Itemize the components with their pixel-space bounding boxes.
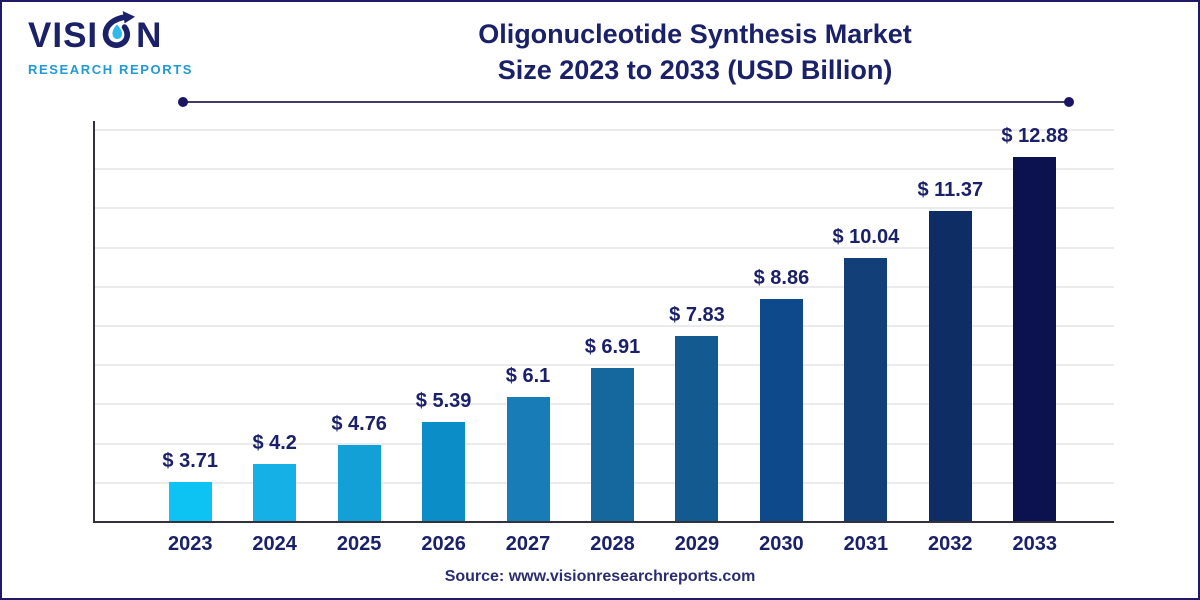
bar-slot-2026: $ 5.39: [401, 121, 485, 521]
x-axis-label-2033: 2033: [1012, 533, 1058, 555]
gridline: [95, 246, 1114, 249]
bar-2023: [168, 481, 212, 521]
gridline: [95, 364, 1114, 367]
bar-slot-2024: $ 4.2: [232, 121, 316, 521]
x-axis-label-2023: 2023: [167, 533, 213, 555]
bar-slot-2033: $ 12.88: [993, 121, 1077, 521]
logo-text-prefix: VISI: [28, 15, 99, 55]
x-axis-label-2032: 2032: [928, 533, 973, 555]
logo-wordmark: VISI N: [28, 10, 198, 58]
bar-slot-2031: $ 10.04: [824, 121, 908, 521]
logo-subtitle: RESEARCH REPORTS: [28, 62, 194, 77]
bar-2033: [1013, 157, 1057, 521]
bar-2026: [422, 422, 466, 521]
bar-slot-2028: $ 6.91: [570, 121, 654, 521]
x-axis-labels: 2023 2024 2025 2026 2027 2028 2029 2030 2031 2032…: [148, 533, 1077, 556]
plot-area: $ 3.71 $ 4.2 $ 4.76 $ 5.39 $ 6.1 $ 6.91 $ 7.83…: [93, 121, 1114, 523]
logo-text-suffix: N: [136, 15, 163, 55]
x-axis-label-2028: 2028: [590, 533, 635, 555]
bar-slot-2029: $ 7.83: [655, 121, 739, 521]
source-text: Source: www.visionresearchreports.com: [444, 568, 756, 585]
gridline: [95, 325, 1114, 327]
gridline: [95, 285, 1114, 288]
chart-title-line1: Oligonucleotide Synthesis Market: [478, 19, 912, 49]
bar-2032: [928, 210, 972, 521]
bar-2031: [844, 257, 888, 521]
x-axis-label-2029: 2029: [674, 533, 720, 555]
underline-dot-right: [1064, 97, 1074, 107]
x-axis-line: [93, 521, 1114, 523]
bar-slot-2030: $ 8.86: [739, 121, 823, 521]
bar-value-label-2031: $ 10.04: [832, 225, 900, 248]
bar-value-label-2029: $ 7.83: [669, 303, 725, 326]
x-axis-label-2024: 2024: [252, 533, 297, 555]
bar-2029: [675, 335, 719, 521]
bar-value-label-2024: $ 4.2: [252, 432, 297, 455]
y-axis-line: [93, 121, 95, 523]
bar-value-label-2030: $ 8.86: [753, 267, 810, 290]
bar-2025: [337, 444, 381, 521]
bar-2028: [590, 368, 634, 521]
bars-row: $ 3.71 $ 4.2 $ 4.76 $ 5.39 $ 6.1 $ 6.91 $ 7.83…: [148, 121, 1077, 521]
vision-research-reports-logo: VISI N RESEARCH REPORTS: [28, 10, 198, 77]
gridline: [95, 129, 1114, 131]
x-axis-label-2026: 2026: [421, 533, 466, 555]
chart-title-line2: Size 2023 to 2033 (USD Billion): [497, 55, 893, 85]
x-axis-label-2027: 2027: [505, 533, 551, 555]
chart-title: Oligonucleotide Synthesis Market Size 20…: [232, 16, 1158, 88]
bar-value-label-2023: $ 3.71: [162, 449, 219, 472]
title-underline: [178, 97, 1074, 107]
bar-2030: [759, 299, 803, 521]
x-axis-label-2030: 2030: [759, 533, 804, 555]
bar-value-label-2032: $ 11.37: [917, 178, 984, 201]
bar-value-label-2025: $ 4.76: [331, 412, 387, 435]
bar-slot-2032: $ 11.37: [908, 121, 992, 521]
bar-2024: [253, 464, 297, 521]
bar-slot-2025: $ 4.76: [317, 121, 401, 521]
bar-2027: [506, 397, 550, 521]
bar-value-label-2033: $ 12.88: [1001, 125, 1069, 148]
x-axis-label-2025: 2025: [336, 533, 382, 555]
bar-value-label-2026: $ 5.39: [415, 390, 472, 413]
gridline: [95, 207, 1114, 210]
bar-value-label-2028: $ 6.91: [584, 336, 641, 359]
logo-drop-icon: [99, 10, 136, 56]
bar-value-label-2027: $ 6.1: [505, 365, 551, 388]
x-axis-label-2031: 2031: [843, 533, 889, 555]
bar-slot-2023: $ 3.71: [148, 121, 232, 521]
underline-dot-left: [178, 97, 188, 107]
gridline: [95, 168, 1114, 171]
bar-slot-2027: $ 6.1: [486, 121, 570, 521]
